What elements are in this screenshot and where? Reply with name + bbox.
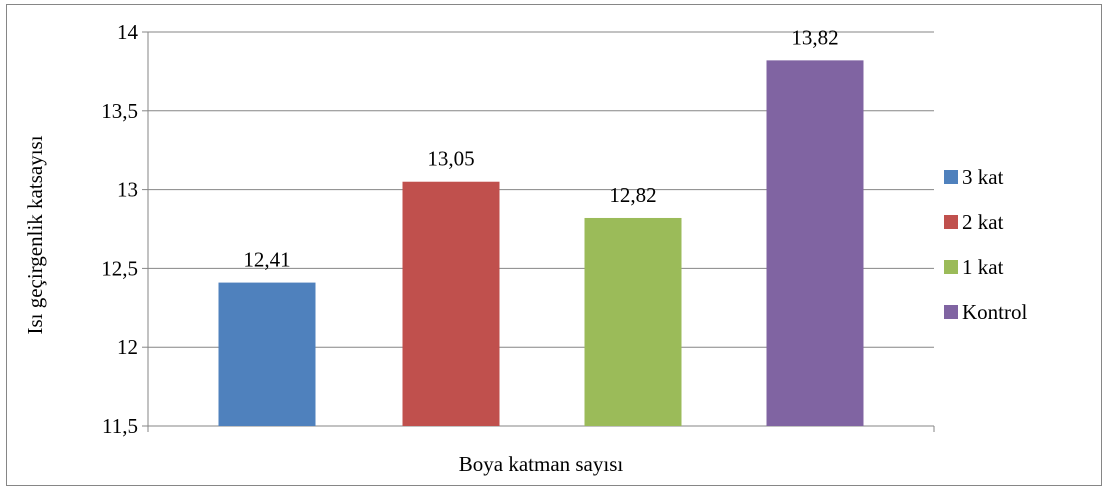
legend-label: 1 kat bbox=[962, 255, 1004, 279]
bar-1-kat bbox=[584, 217, 682, 426]
y-tick-label: 14 bbox=[117, 20, 139, 44]
legend-swatch bbox=[944, 170, 958, 184]
bars bbox=[218, 60, 864, 426]
data-label: 12,41 bbox=[243, 248, 290, 272]
data-labels: 12,41 13,05 12,82 13,82 bbox=[243, 25, 838, 271]
legend-swatch bbox=[944, 215, 958, 229]
data-label: 13,05 bbox=[427, 147, 474, 171]
bar-2-kat bbox=[402, 181, 500, 426]
legend-swatch bbox=[944, 260, 958, 274]
y-tick-label: 13,5 bbox=[101, 99, 138, 123]
y-tick-label: 12,5 bbox=[101, 256, 138, 280]
legend-label: Kontrol bbox=[962, 300, 1027, 324]
legend-label: 3 kat bbox=[962, 165, 1004, 189]
data-label: 12,82 bbox=[609, 183, 656, 207]
y-tick-label: 12 bbox=[117, 335, 138, 359]
legend-label: 2 kat bbox=[962, 210, 1004, 234]
legend-swatch bbox=[944, 305, 958, 319]
y-axis-title: Isı geçirgenlik katsayısı bbox=[23, 135, 47, 334]
bar-kontrol bbox=[766, 60, 864, 426]
y-tick-labels: 11,5 12 12,5 13 13,5 14 bbox=[101, 20, 138, 438]
y-tick-label: 13 bbox=[117, 178, 138, 202]
bar-3-kat bbox=[218, 282, 316, 426]
legend: 3 kat 2 kat 1 kat Kontrol bbox=[944, 165, 1027, 324]
data-label: 13,82 bbox=[791, 25, 838, 49]
x-axis-title: Boya katman sayısı bbox=[459, 452, 624, 476]
chart-frame bbox=[6, 4, 1102, 486]
y-tick-label: 11,5 bbox=[102, 414, 138, 438]
